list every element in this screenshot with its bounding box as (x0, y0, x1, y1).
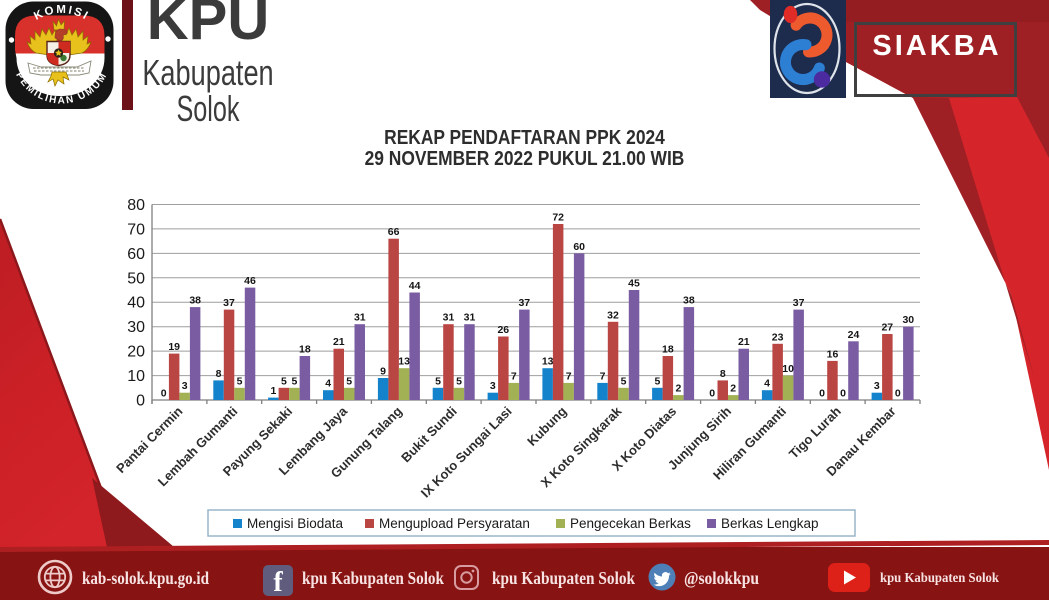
svg-text:26: 26 (497, 324, 509, 336)
svg-text:30: 30 (902, 314, 914, 326)
svg-text:5: 5 (346, 375, 352, 387)
svg-text:45: 45 (628, 278, 640, 290)
svg-text:38: 38 (189, 295, 201, 307)
svg-text:f: f (273, 567, 283, 598)
svg-text:IX Koto Sungai Lasi: IX Koto Sungai Lasi (418, 404, 515, 501)
svg-text:7: 7 (600, 370, 606, 382)
svg-text:19: 19 (168, 341, 180, 353)
svg-text:7: 7 (566, 370, 572, 382)
svg-text:5: 5 (654, 375, 660, 387)
svg-text:3: 3 (490, 380, 496, 392)
svg-text:60: 60 (573, 241, 585, 253)
svg-text:37: 37 (793, 297, 805, 309)
svg-text:44: 44 (409, 280, 421, 292)
svg-text:50: 50 (127, 270, 145, 287)
svg-text:38: 38 (683, 295, 695, 307)
svg-text:Pengecekan Berkas: Pengecekan Berkas (570, 516, 691, 531)
svg-text:66: 66 (388, 226, 400, 238)
svg-text:80: 80 (127, 197, 145, 214)
svg-text:@solokkpu: @solokkpu (684, 568, 759, 588)
svg-text:16: 16 (827, 348, 839, 360)
svg-text:kpu Kabupaten Solok: kpu Kabupaten Solok (302, 568, 444, 588)
svg-text:0: 0 (136, 393, 145, 410)
svg-text:5: 5 (435, 375, 441, 387)
svg-text:Berkas Lengkap: Berkas Lengkap (721, 516, 819, 531)
svg-text:13: 13 (542, 356, 554, 368)
svg-text:21: 21 (738, 336, 750, 348)
svg-text:5: 5 (456, 375, 462, 387)
svg-text:Tigo Lurah: Tigo Lurah (786, 403, 844, 461)
svg-text:40: 40 (127, 295, 145, 312)
svg-text:31: 31 (464, 312, 476, 324)
svg-text:18: 18 (299, 344, 311, 356)
svg-text:10: 10 (127, 368, 145, 385)
svg-text:31: 31 (354, 312, 366, 324)
svg-text:0: 0 (709, 388, 715, 400)
svg-text:70: 70 (127, 221, 145, 238)
svg-text:0: 0 (840, 388, 846, 400)
svg-text:9: 9 (380, 366, 386, 378)
svg-text:Mengisi Biodata: Mengisi Biodata (247, 516, 344, 531)
svg-text:0: 0 (161, 388, 167, 400)
svg-text:0: 0 (819, 388, 825, 400)
svg-text:72: 72 (552, 212, 564, 224)
svg-text:5: 5 (291, 375, 297, 387)
svg-text:18: 18 (662, 344, 674, 356)
svg-text:7: 7 (511, 370, 517, 382)
svg-text:4: 4 (764, 378, 770, 390)
svg-text:2: 2 (675, 383, 681, 395)
svg-text:1: 1 (270, 385, 276, 397)
svg-text:5: 5 (621, 375, 627, 387)
svg-text:37: 37 (518, 297, 530, 309)
svg-text:4: 4 (325, 378, 331, 390)
svg-text:46: 46 (244, 275, 256, 287)
svg-text:0: 0 (895, 388, 901, 400)
svg-text:27: 27 (881, 322, 893, 334)
svg-text:5: 5 (281, 375, 287, 387)
svg-text:Kubung: Kubung (524, 403, 569, 448)
svg-text:kpu Kabupaten Solok: kpu Kabupaten Solok (492, 568, 635, 588)
svg-text:24: 24 (848, 329, 860, 341)
svg-text:23: 23 (772, 331, 784, 343)
svg-text:21: 21 (333, 336, 345, 348)
svg-text:kpu Kabupaten Solok: kpu Kabupaten Solok (880, 570, 999, 585)
svg-text:30: 30 (127, 319, 145, 336)
svg-text:8: 8 (216, 368, 222, 380)
svg-text:Mengupload Persyaratan: Mengupload Persyaratan (379, 516, 530, 531)
svg-text:2: 2 (730, 383, 736, 395)
svg-text:kab-solok.kpu.go.id: kab-solok.kpu.go.id (82, 568, 209, 588)
svg-text:20: 20 (127, 344, 145, 361)
svg-text:8: 8 (720, 368, 726, 380)
svg-text:3: 3 (874, 380, 880, 392)
svg-text:3: 3 (182, 380, 188, 392)
svg-text:5: 5 (237, 375, 243, 387)
svg-text:37: 37 (223, 297, 235, 309)
svg-text:31: 31 (443, 312, 455, 324)
svg-text:60: 60 (127, 246, 145, 263)
svg-text:32: 32 (607, 309, 619, 321)
svg-text:13: 13 (398, 356, 410, 368)
svg-text:10: 10 (782, 363, 794, 375)
